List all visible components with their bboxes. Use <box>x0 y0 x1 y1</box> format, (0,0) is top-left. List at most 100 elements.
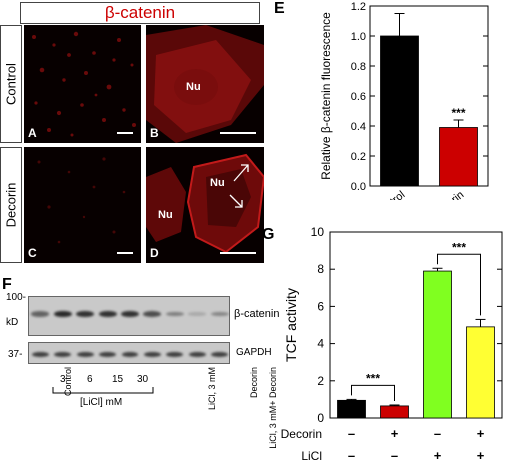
nucleus-label: Nu <box>210 177 225 189</box>
significance-label: *** <box>452 240 466 254</box>
y-tick-label: 10 <box>311 225 325 239</box>
blot-band <box>99 351 116 357</box>
y-tick-label: 0.0 <box>351 181 366 193</box>
blot-band <box>31 351 49 357</box>
panel-letter-d: D <box>150 246 159 260</box>
condition-label: Decorin <box>281 427 322 441</box>
blot-band <box>210 311 229 317</box>
bar <box>423 270 452 419</box>
licl-bracket <box>52 387 154 394</box>
blot-band <box>166 351 184 357</box>
plot-frame <box>329 231 503 419</box>
micrograph-d-cells <box>146 153 264 254</box>
figure-title: β-catenin <box>20 2 260 24</box>
y-tick-label: 0.4 <box>351 121 366 133</box>
bar <box>337 399 366 419</box>
bar <box>466 326 495 419</box>
lane-label-licl: LiCl, 3 mM <box>207 367 218 411</box>
blot-gapdh <box>28 342 230 364</box>
row-label-control: Control <box>0 25 22 143</box>
x-tick-label: Control <box>372 189 407 200</box>
chart-e: 0.0 0.2 0.4 0.6 0.8 1.0 1.2 Relative β-catenin … <box>319 1 489 200</box>
nucleus-label: Nu <box>186 81 201 93</box>
panel-letter-b: B <box>150 126 159 140</box>
row-label-control-text: Control <box>3 63 19 105</box>
micrograph-b: Nu B <box>146 25 264 143</box>
blot-band <box>98 310 117 318</box>
y-axis-label: Relative β-catenin fluorescence <box>319 12 333 180</box>
panel-letter-f: F <box>2 276 12 293</box>
condition-sign: – <box>391 448 398 463</box>
blot-band <box>54 351 72 357</box>
blot-band <box>121 310 139 318</box>
y-tick-label: 1.0 <box>351 31 366 43</box>
micrograph-a-speckle <box>32 31 136 137</box>
micrograph-b-cell <box>146 25 264 143</box>
y-tick-label: 6 <box>317 299 324 313</box>
scale-bar <box>117 252 133 254</box>
condition-sign: – <box>348 448 355 463</box>
row-label-decorin-text: Decorin <box>3 182 19 228</box>
y-tick-label: 8 <box>317 262 324 276</box>
blot-band <box>144 351 161 357</box>
y-tick-label: 0 <box>317 411 324 425</box>
chart-g: 0 2 4 6 8 10 TCF activity *** *** Decorin – + – + LiCl… <box>281 225 503 463</box>
arrow-icons <box>229 164 249 208</box>
lane-label-dose: 6 <box>87 374 93 385</box>
marker-kd: kD <box>6 317 19 328</box>
significance-label: *** <box>451 106 465 120</box>
bar <box>380 35 419 187</box>
y-tick-label: 2 <box>317 374 324 388</box>
micrograph-c-speckle <box>37 157 126 244</box>
y-tick-label: 4 <box>317 337 324 351</box>
blot-band <box>188 351 206 357</box>
significance-label: *** <box>366 371 380 385</box>
y-tick-label: 0.8 <box>351 61 366 73</box>
blot-band <box>188 312 207 316</box>
lane-label-dose: 30 <box>137 374 149 385</box>
significance-bracket <box>437 253 481 316</box>
y-axis-label: TCF activity <box>283 288 299 362</box>
lane-label-dose: 15 <box>112 374 124 385</box>
condition-sign: + <box>477 426 485 441</box>
row-label-decorin: Decorin <box>0 147 22 263</box>
nucleus-label: Nu <box>158 209 173 221</box>
significance-bracket <box>351 384 395 401</box>
blot-band <box>121 351 139 357</box>
blot-band <box>211 351 229 357</box>
marker-100: 100- <box>6 292 27 303</box>
band-label-gapdh: GAPDH <box>236 347 272 358</box>
blot-band <box>143 311 162 317</box>
y-tick-label: 0.6 <box>351 91 366 103</box>
condition-sign: – <box>348 426 355 441</box>
micrograph-a: A <box>24 25 141 143</box>
blot-band <box>76 351 94 357</box>
x-tick-label: Decorin <box>429 189 466 200</box>
marker-37: 37- <box>8 349 23 360</box>
blot-band <box>165 311 184 317</box>
scale-bar <box>117 132 133 134</box>
condition-sign: + <box>391 426 399 441</box>
blot-band <box>53 310 72 318</box>
y-tick-label: 1.2 <box>351 1 366 13</box>
scale-bar <box>220 252 256 254</box>
lane-label-dose: 3 <box>60 374 66 385</box>
micrograph-c: C <box>24 147 141 263</box>
condition-sign: + <box>477 448 485 463</box>
blot-beta-catenin <box>28 296 230 336</box>
bar <box>380 405 409 419</box>
blot-band <box>31 311 50 317</box>
condition-sign: + <box>434 448 442 463</box>
lane-label-decorin: Decorin <box>249 367 260 399</box>
panel-letter-c: C <box>28 246 37 260</box>
condition-sign: – <box>434 426 441 441</box>
y-tick-label: 0.2 <box>351 151 366 163</box>
bar <box>439 127 478 187</box>
panel-letter-e: E <box>274 0 285 17</box>
licl-group-label: [LiCl] mM <box>80 397 123 408</box>
panel-letter-a: A <box>28 126 37 140</box>
micrograph-d: Nu Nu D <box>146 147 264 263</box>
condition-label: LiCl <box>301 449 322 463</box>
panel-letter-g: G <box>262 226 275 243</box>
scale-bar <box>220 132 256 134</box>
